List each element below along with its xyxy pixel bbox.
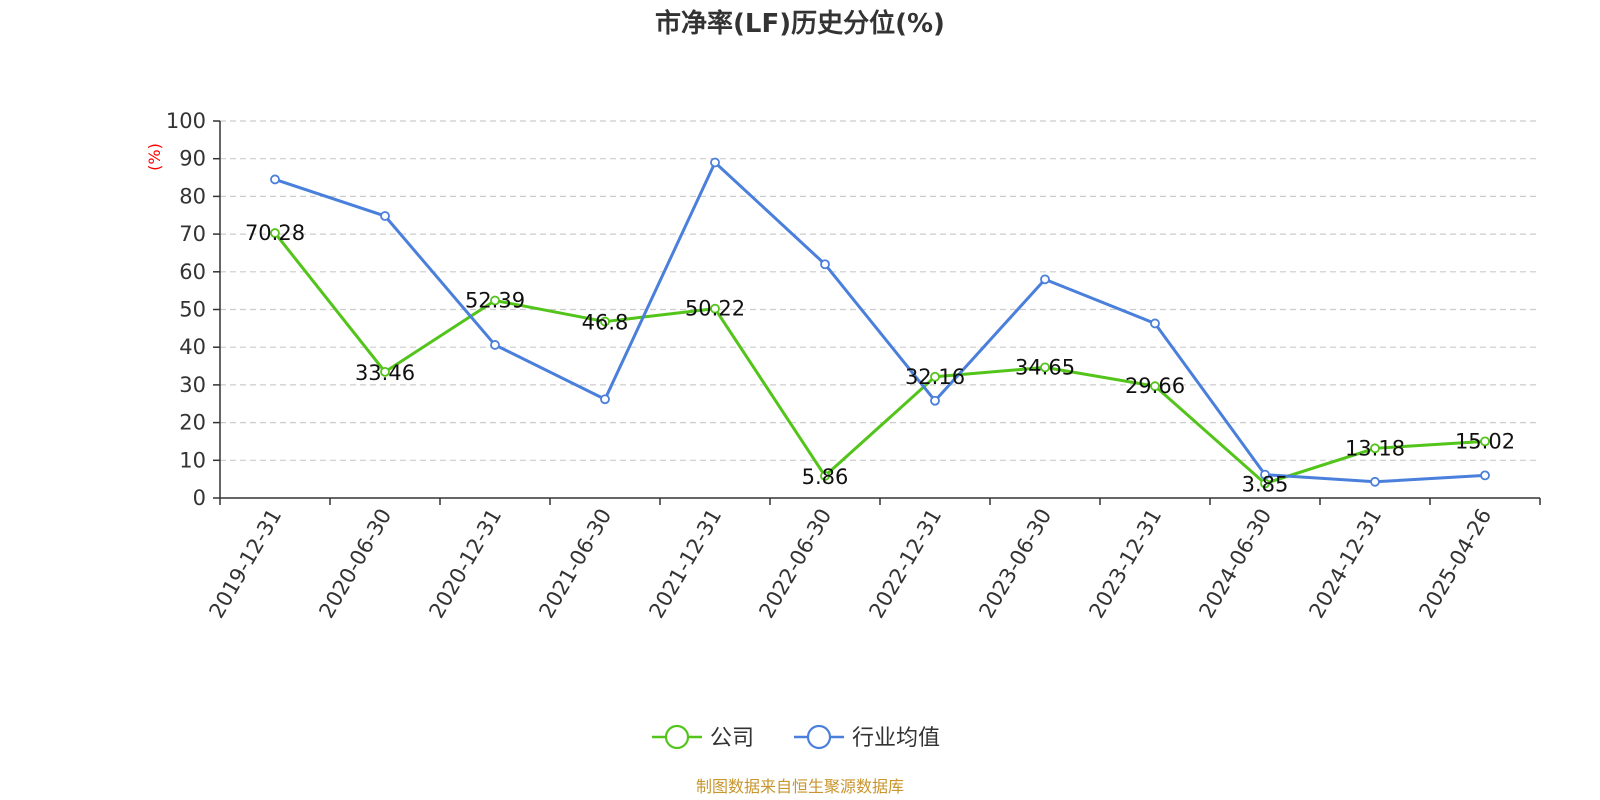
data-point[interactable]: [270, 174, 280, 185]
data-point[interactable]: [1040, 362, 1050, 373]
grid-lines: [220, 120, 1540, 461]
data-label: 50.22: [685, 297, 745, 321]
data-label: 52.39: [465, 288, 525, 312]
chart-title: 市净率(LF)历史分位(%): [655, 8, 945, 39]
legend-marker-icon: [664, 724, 690, 750]
x-tick-label: 2021-06-30: [534, 505, 616, 623]
y-tick-label: 70: [179, 222, 206, 246]
data-point[interactable]: [1480, 436, 1490, 447]
y-tick-label: 0: [193, 486, 206, 510]
data-label: 46.8: [582, 311, 629, 335]
data-point[interactable]: [1150, 318, 1160, 329]
data-label: 5.86: [802, 465, 849, 489]
legend[interactable]: 公司 行业均值: [652, 724, 940, 751]
legend-marker-icon: [806, 724, 832, 750]
data-label: 13.18: [1345, 436, 1405, 460]
legend-item-0[interactable]: 公司: [652, 724, 754, 751]
data-point[interactable]: [710, 303, 720, 314]
x-tick-label: 2022-06-30: [754, 505, 836, 623]
y-tick-labels: 0 10 20 30 40 50 60 70 80 90 100: [166, 109, 206, 510]
legend-label: 公司: [710, 726, 754, 751]
data-point[interactable]: [820, 259, 830, 270]
y-tick-label: 80: [179, 184, 206, 208]
y-tick-label: 40: [179, 335, 206, 359]
data-point[interactable]: [1260, 469, 1270, 480]
data-label: 33.46: [355, 361, 415, 385]
data-point[interactable]: [930, 395, 940, 406]
x-tick-label: 2020-12-31: [424, 505, 506, 623]
data-point[interactable]: [270, 228, 280, 238]
data-point[interactable]: [820, 471, 830, 481]
y-tick-label: 30: [179, 373, 206, 397]
series-line-0: [273, 232, 1486, 485]
data-label: 34.65: [1015, 355, 1075, 379]
data-label: 29.66: [1125, 374, 1185, 398]
data-point[interactable]: [600, 316, 610, 327]
data-point[interactable]: [380, 366, 390, 377]
data-point[interactable]: [1480, 470, 1490, 481]
data-labels: 70.28 33.46 52.39 46.8 50.22 5.86 32.16 34.65 29…: [245, 221, 1515, 496]
x-tick-label: 2020-06-30: [314, 505, 396, 623]
legend-item-1[interactable]: 行业均值: [794, 724, 940, 751]
legend-label: 行业均值: [852, 726, 940, 751]
y-tick-label: 50: [179, 298, 206, 322]
data-point[interactable]: [710, 157, 720, 168]
x-tick-label: 2024-12-31: [1304, 505, 1386, 623]
series-group: [270, 157, 1490, 489]
axes: [213, 120, 1541, 505]
data-point[interactable]: [1370, 443, 1380, 454]
y-tick-label: 10: [179, 448, 206, 472]
series-line-1: [274, 160, 1486, 484]
data-point[interactable]: [1370, 476, 1380, 487]
y-tick-label: 60: [179, 260, 206, 284]
x-tick-label: 2025-04-26: [1414, 505, 1496, 623]
data-point[interactable]: [490, 340, 500, 350]
data-point[interactable]: [1150, 381, 1160, 392]
x-tick-label: 2023-12-31: [1084, 505, 1166, 623]
x-tick-label: 2019-12-31: [204, 505, 286, 623]
data-point[interactable]: [600, 394, 610, 405]
x-tick-label: 2022-12-31: [864, 505, 946, 623]
data-point[interactable]: [1040, 274, 1050, 285]
y-axis-label: (%): [145, 143, 164, 171]
x-tick-label: 2024-06-30: [1194, 505, 1276, 623]
x-tick-label: 2021-12-31: [644, 505, 726, 623]
y-tick-label: 20: [179, 411, 206, 435]
data-label: 32.16: [905, 365, 965, 389]
y-tick-label: 90: [179, 147, 206, 171]
data-label: 70.28: [245, 221, 305, 245]
data-point[interactable]: [930, 371, 940, 382]
x-tick-label: 2023-06-30: [974, 505, 1056, 623]
source-note: 制图数据来自恒生聚源数据库: [696, 777, 904, 796]
data-label: 15.02: [1455, 429, 1515, 453]
x-tick-labels: 2019-12-31 2020-06-30 2020-12-31 2021-06-30…: [204, 505, 1496, 623]
data-point[interactable]: [380, 211, 390, 221]
data-point[interactable]: [490, 295, 500, 306]
y-tick-label: 100: [166, 109, 206, 133]
data-label: 3.85: [1242, 472, 1289, 496]
